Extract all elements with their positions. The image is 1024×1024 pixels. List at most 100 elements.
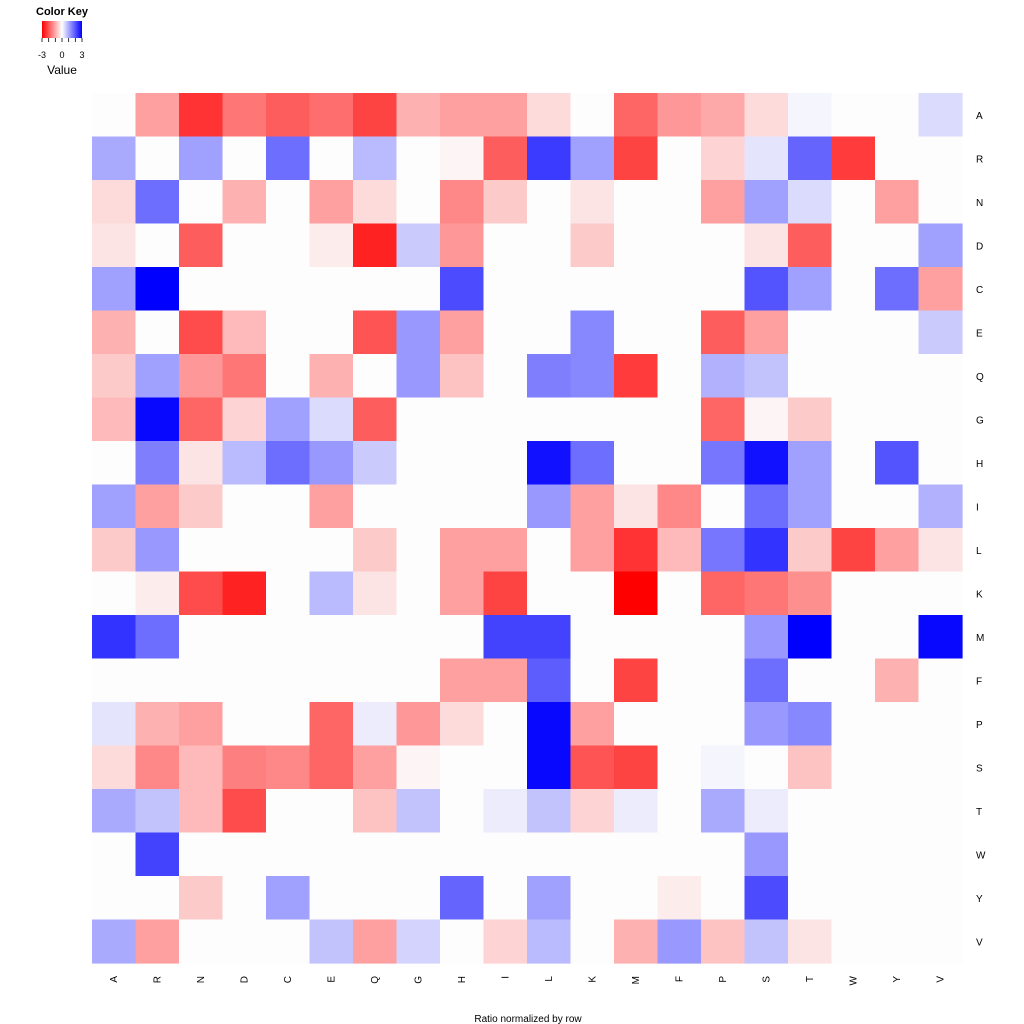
heatmap-cell [701,267,746,312]
heatmap-cell [918,919,963,964]
heatmap-cell [396,136,441,181]
heatmap-cell [266,615,311,660]
heatmap-cell [527,397,572,442]
heatmap-cell [92,615,137,660]
heatmap-cell [222,876,267,921]
heatmap-cell [701,745,746,790]
heatmap-cell [135,658,180,703]
heatmap-cell [440,223,485,268]
heatmap-cell [440,397,485,442]
heatmap-cell [266,832,311,877]
heatmap-cell [701,223,746,268]
heatmap-cell [353,267,398,312]
heatmap-cell [483,223,528,268]
heatmap-cell [570,745,615,790]
heatmap-cell [875,136,920,181]
heatmap-cell [657,658,702,703]
heatmap-cell [701,310,746,355]
heatmap-cell [527,702,572,747]
heatmap-cell [614,658,659,703]
heatmap-cell [831,571,876,616]
heatmap-cell [788,876,833,921]
heatmap-cell [222,484,267,529]
row-label: N [976,198,983,209]
row-label: L [976,546,982,557]
heatmap-cell [179,919,224,964]
heatmap-cell [222,441,267,486]
heatmap-cell [222,789,267,834]
heatmap-cell [875,267,920,312]
heatmap-cell [135,528,180,573]
heatmap-cell [918,136,963,181]
heatmap-cell [266,354,311,399]
x-axis-title: Ratio normalized by row [474,1014,582,1024]
row-label: P [976,720,983,731]
heatmap-cell [614,702,659,747]
color-key-gradient [42,21,82,38]
heatmap-cell [396,528,441,573]
heatmap-cell [440,180,485,225]
heatmap-cell [527,528,572,573]
heatmap-cell [353,571,398,616]
heatmap-cell [396,267,441,312]
heatmap-cell [918,484,963,529]
heatmap-cell [135,702,180,747]
heatmap-cell [309,702,354,747]
heatmap-cell [353,702,398,747]
heatmap-cell [831,702,876,747]
heatmap-cell [309,876,354,921]
heatmap-cell [440,267,485,312]
row-label: W [976,850,986,861]
row-label: E [976,328,983,339]
heatmap-cell [92,136,137,181]
heatmap-cell [614,397,659,442]
heatmap-cell [135,484,180,529]
heatmap-cell [701,832,746,877]
heatmap-cell [266,223,311,268]
row-label: D [976,241,983,252]
heatmap-cell [657,484,702,529]
heatmap-cell [918,832,963,877]
heatmap-cell [657,832,702,877]
heatmap-cell [440,484,485,529]
heatmap-cell [570,876,615,921]
heatmap-cell [657,136,702,181]
heatmap-cell [788,919,833,964]
heatmap-cell [614,484,659,529]
row-label: I [976,502,979,513]
heatmap-cell [135,832,180,877]
heatmap-cell [396,354,441,399]
heatmap-cell [831,223,876,268]
heatmap-cell [701,93,746,138]
heatmap-cell [222,615,267,660]
heatmap-cell [179,876,224,921]
heatmap-cell [135,180,180,225]
heatmap-cell [527,615,572,660]
heatmap-cell [179,180,224,225]
heatmap-cell [92,397,137,442]
heatmap-cell [527,223,572,268]
heatmap-cell [309,441,354,486]
heatmap-cell [788,615,833,660]
color-key-label: Value [47,63,77,77]
heatmap-cell [701,180,746,225]
heatmap-cell [396,789,441,834]
column-label: Q [370,976,381,984]
heatmap-cell [831,136,876,181]
heatmap-cell [92,789,137,834]
heatmap-cell [353,93,398,138]
heatmap-cell [222,702,267,747]
heatmap-cell [875,658,920,703]
heatmap-cell [353,528,398,573]
heatmap-cell [875,615,920,660]
heatmap-cell [918,876,963,921]
heatmap-cell [614,745,659,790]
heatmap-cell [788,745,833,790]
heatmap-cell [309,919,354,964]
row-label: A [976,111,983,122]
heatmap-cell [875,832,920,877]
heatmap-cell [831,876,876,921]
heatmap-cell [527,745,572,790]
heatmap-cell [92,441,137,486]
heatmap-cell [135,223,180,268]
